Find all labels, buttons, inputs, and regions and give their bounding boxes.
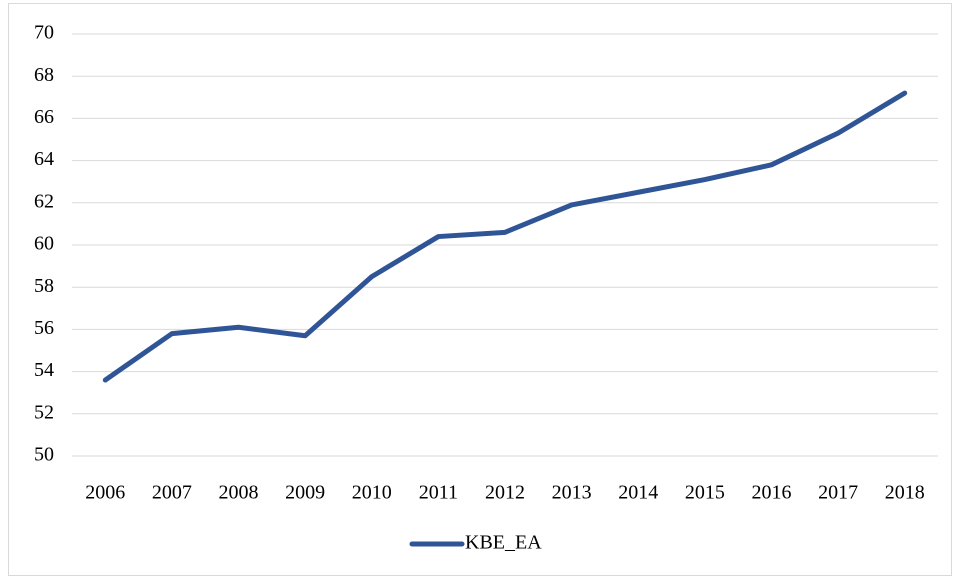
- x-tick-label: 2013: [552, 482, 592, 504]
- x-tick-label: 2006: [85, 482, 125, 504]
- x-tick-label: 2011: [419, 482, 458, 504]
- y-tick-label: 52: [34, 401, 54, 423]
- x-tick-label: 2018: [885, 482, 925, 504]
- y-tick-label: 50: [34, 444, 54, 466]
- x-tick-label: 2007: [152, 482, 192, 504]
- y-tick-label: 66: [34, 106, 54, 128]
- x-tick-label: 2008: [219, 482, 259, 504]
- y-tick-label: 54: [34, 359, 54, 381]
- x-tick-label: 2016: [751, 482, 791, 504]
- y-tick-label: 58: [34, 275, 54, 297]
- x-tick-label: 2012: [485, 482, 525, 504]
- x-tick-label: 2015: [685, 482, 725, 504]
- y-tick-label: 62: [34, 190, 54, 212]
- y-tick-label: 68: [34, 64, 54, 86]
- y-tick-label: 56: [34, 317, 54, 339]
- x-tick-label: 2017: [818, 482, 858, 504]
- x-tick-label: 2010: [352, 482, 392, 504]
- x-tick-label: 2009: [285, 482, 325, 504]
- data-line: [102, 90, 908, 383]
- x-tick-label: 2014: [618, 482, 658, 504]
- y-tick-label: 64: [34, 148, 54, 170]
- y-tick-label: 70: [34, 22, 54, 44]
- chart-border: [8, 3, 952, 576]
- legend-label: KBE_EA: [465, 532, 542, 554]
- y-tick-label: 60: [34, 233, 54, 255]
